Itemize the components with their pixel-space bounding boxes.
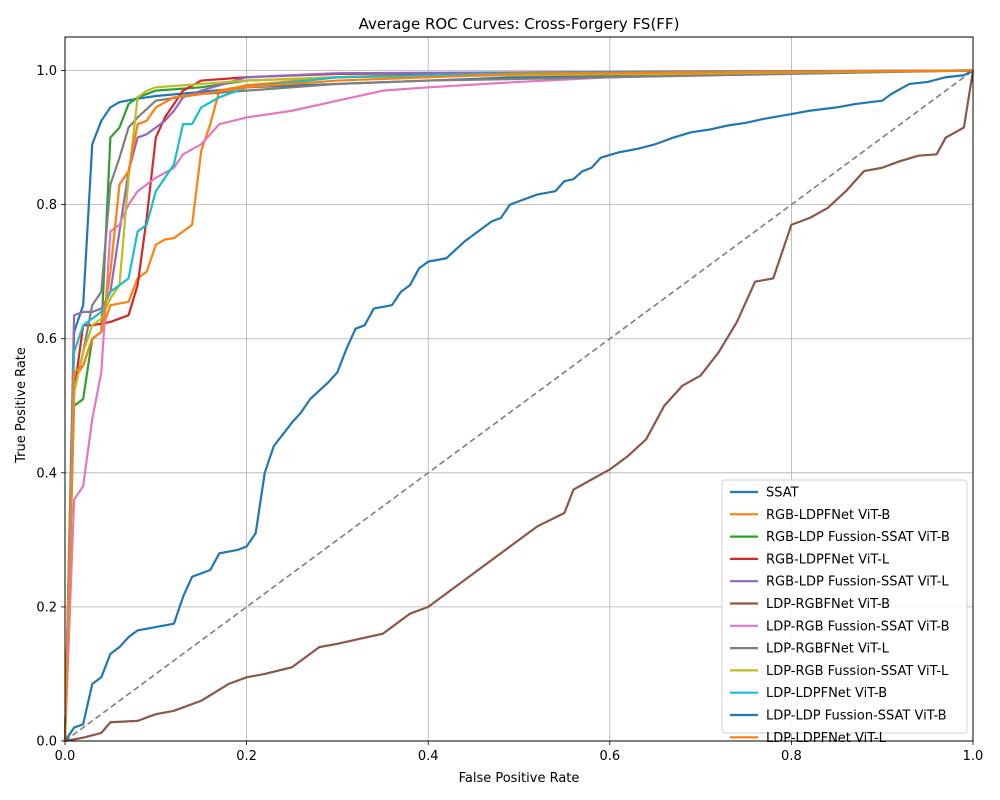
grid (64, 37, 974, 742)
x-axis-label: False Positive Rate (459, 771, 580, 786)
series-lines (63, 69, 975, 743)
legend-entry-label: RGB-LDPFNet ViT-B (766, 508, 890, 523)
series-line-7 (63, 69, 974, 742)
legend-entry-label: RGB-LDP Fussion-SSAT ViT-L (766, 575, 949, 590)
legend-box (721, 479, 968, 734)
legend-entry-label: LDP-RGBFNet ViT-B (766, 597, 890, 612)
legend: SSAT RGB-LDPFNet ViT-B RGB-LDP Fussion-SSA… (721, 479, 968, 746)
legend-entry-label: SSAT (766, 486, 799, 501)
x-tick-label: 0.8 (781, 749, 802, 764)
x-tick-label: 0.0 (55, 749, 76, 764)
x-tick-label: 0.2 (236, 749, 257, 764)
x-tick-label: 0.6 (599, 749, 620, 764)
legend-entry-label: LDP-LDPFNet ViT-B (766, 686, 887, 701)
y-tick-label: 0.6 (36, 332, 57, 347)
y-tick-label: 0.2 (36, 600, 57, 615)
x-tick-label: 1.0 (963, 749, 984, 764)
y-tick-label: 0.8 (36, 198, 57, 213)
diagonal-line (64, 69, 974, 742)
y-tick-label: 1.0 (36, 64, 57, 79)
legend-entry-label: LDP-RGB Fussion-SSAT ViT-B (766, 619, 950, 634)
legend-entry-label: RGB-LDP Fussion-SSAT ViT-B (766, 530, 950, 545)
y-axis-label: True Positive Rate (14, 347, 29, 464)
legend-entry-label: RGB-LDPFNet ViT-L (766, 552, 890, 567)
x-tick-label: 0.4 (418, 749, 439, 764)
series-line-11 (64, 69, 974, 742)
series-line-12 (63, 69, 974, 742)
series-line-1 (63, 69, 974, 742)
legend-entry-label: LDP-RGBFNet ViT-L (766, 642, 890, 657)
legend-entry-label: LDP-RGB Fussion-SSAT ViT-L (766, 664, 949, 679)
series-line-6 (64, 70, 975, 743)
plot-area-frame (64, 36, 974, 742)
series-line-5 (63, 69, 974, 742)
chance-diagonal (64, 69, 974, 742)
legend-entry-label: LDP-LDPFNet ViT-L (766, 731, 887, 746)
axis-ticks: 0.0 0.2 0.4 0.6 0.8 1.0 0.0 0.2 0.4 0.6 0.8 1.0 (36, 64, 983, 764)
y-tick-label: 0.0 (36, 735, 57, 750)
y-tick-label: 0.4 (36, 466, 57, 481)
legend-entry-label: LDP-LDP Fussion-SSAT ViT-B (766, 709, 947, 724)
chart-title: Average ROC Curves: Cross-Forgery FS(FF) (359, 15, 680, 33)
series-line-9 (63, 69, 974, 742)
